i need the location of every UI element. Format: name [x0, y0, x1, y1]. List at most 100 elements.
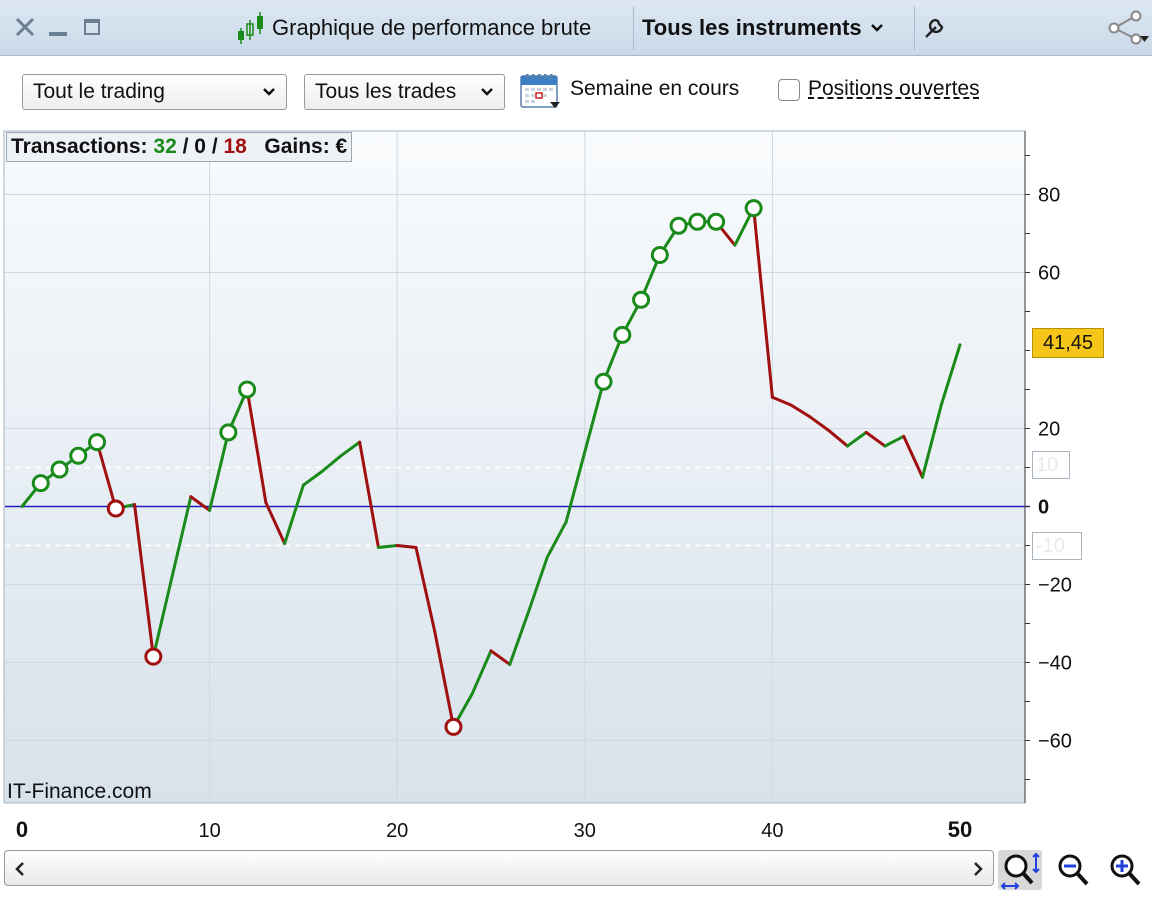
open-positions-checkbox[interactable] [778, 79, 800, 101]
maximize-button[interactable] [78, 12, 106, 42]
gains-label: Gains: € [264, 135, 348, 158]
series-segment [414, 545, 437, 633]
series-segment [789, 403, 812, 419]
series-segment [583, 380, 606, 454]
series-segment [395, 544, 418, 549]
x-tick-label: 40 [761, 820, 783, 842]
series-segment [564, 450, 587, 524]
open-positions-label[interactable]: Positions ouvertes [808, 77, 980, 100]
trade-marker[interactable] [69, 446, 88, 465]
series-segment [264, 501, 287, 546]
y-axis: 80 60 20 0 −20 −40 −60 [1024, 131, 1072, 803]
trade-marker[interactable] [444, 717, 463, 736]
performance-chart[interactable]: 80 60 20 0 −20 −40 −60 0 10 20 30 40 50 [0, 128, 1152, 844]
series-segment [376, 544, 399, 549]
horizontal-scrollbar[interactable] [4, 850, 994, 886]
title-bar: Graphique de performance brute Tous les … [0, 0, 1152, 56]
calendar-icon[interactable] [520, 72, 560, 110]
transactions-summary: Transactions: 32 / 0 / 18 Gains: € [6, 132, 353, 162]
title-separator [633, 6, 634, 50]
trades-select[interactable]: Tous les trades [304, 74, 505, 110]
trade-marker[interactable] [688, 212, 707, 231]
x-tick-label: 50 [948, 817, 972, 842]
zoom-out-icon[interactable] [1052, 850, 1096, 890]
chart-type-title[interactable]: Graphique de performance brute [236, 0, 591, 55]
series-segment [808, 415, 831, 432]
series-segment [489, 649, 512, 666]
period-label[interactable]: Semaine en cours [570, 77, 740, 100]
instrument-dropdown-label: Tous les instruments [642, 14, 862, 40]
series-segment [902, 434, 924, 479]
series-segment [339, 440, 362, 458]
close-window-button[interactable] [10, 12, 40, 42]
trade-marker[interactable] [88, 433, 107, 452]
trade-marker[interactable] [632, 290, 651, 309]
y-tick-label: −20 [1038, 575, 1072, 597]
lower-band-label: -10 [1032, 532, 1082, 560]
watermark: IT-Finance.com [7, 780, 152, 803]
trade-marker[interactable] [669, 216, 688, 235]
x-tick-label: 20 [386, 820, 408, 842]
zoom-in-icon[interactable] [1104, 850, 1148, 890]
trades-select-value: Tous les trades [315, 80, 457, 103]
y-tick-label: 80 [1038, 185, 1060, 207]
trade-marker[interactable] [707, 212, 726, 231]
minimize-icon [49, 32, 67, 36]
trade-marker[interactable] [219, 423, 238, 442]
series-segment [864, 430, 887, 448]
trade-marker[interactable] [594, 372, 613, 391]
y-tick-label: 0 [1038, 497, 1049, 519]
losing-count: 18 [223, 135, 247, 158]
chevron-down-icon [481, 88, 493, 96]
series-segment [545, 520, 568, 559]
series-segment [527, 555, 549, 614]
scroll-right-icon[interactable] [971, 857, 985, 881]
trading-select[interactable]: Tout le trading [22, 74, 287, 110]
minimize-button[interactable] [44, 12, 72, 42]
series-segment [320, 454, 343, 473]
series-segment [752, 206, 774, 399]
trade-marker[interactable] [744, 199, 763, 218]
y-tick-label: 60 [1038, 263, 1060, 285]
series-segment [189, 495, 212, 512]
series-segment [883, 434, 906, 448]
trade-marker[interactable] [144, 647, 163, 666]
series-segment [133, 503, 155, 659]
transactions-label: Transactions: [11, 135, 148, 158]
trade-markers [31, 199, 763, 736]
instrument-dropdown[interactable]: Tous les instruments [642, 0, 884, 55]
share-icon[interactable] [1106, 10, 1150, 46]
threshold-bands [5, 466, 1030, 547]
series-segment [245, 388, 268, 505]
trade-marker[interactable] [238, 380, 257, 399]
series-segment [208, 430, 230, 512]
y-tick-label: 20 [1038, 419, 1060, 441]
trade-marker[interactable] [31, 474, 50, 493]
candlestick-icon [238, 11, 263, 44]
title-separator [914, 6, 915, 50]
trade-marker[interactable] [650, 245, 669, 264]
series-segment [845, 430, 868, 448]
wrench-icon[interactable] [922, 14, 948, 40]
trade-marker[interactable] [613, 325, 632, 344]
series-segment [283, 483, 305, 546]
y-tick-label: −60 [1038, 731, 1072, 753]
series-segment [470, 649, 493, 696]
series-segment [358, 440, 380, 549]
winning-count: 32 [153, 135, 177, 158]
neutral-count: 0 [194, 135, 206, 158]
close-icon [15, 17, 35, 37]
scroll-left-icon[interactable] [13, 857, 27, 881]
trade-marker[interactable] [50, 460, 69, 479]
series-segment [95, 440, 118, 510]
chevron-down-icon [870, 23, 883, 32]
series-segment [433, 629, 455, 729]
upper-band-label: 10 [1032, 451, 1070, 479]
chart-title-text: Graphique de performance brute [272, 14, 592, 40]
trading-select-value: Tout le trading [33, 80, 165, 103]
series-segment [170, 495, 193, 579]
summary-separator: / [211, 135, 218, 158]
trade-marker[interactable] [106, 499, 125, 518]
zoom-fit-icon[interactable] [998, 850, 1042, 890]
series-segment [151, 575, 174, 659]
